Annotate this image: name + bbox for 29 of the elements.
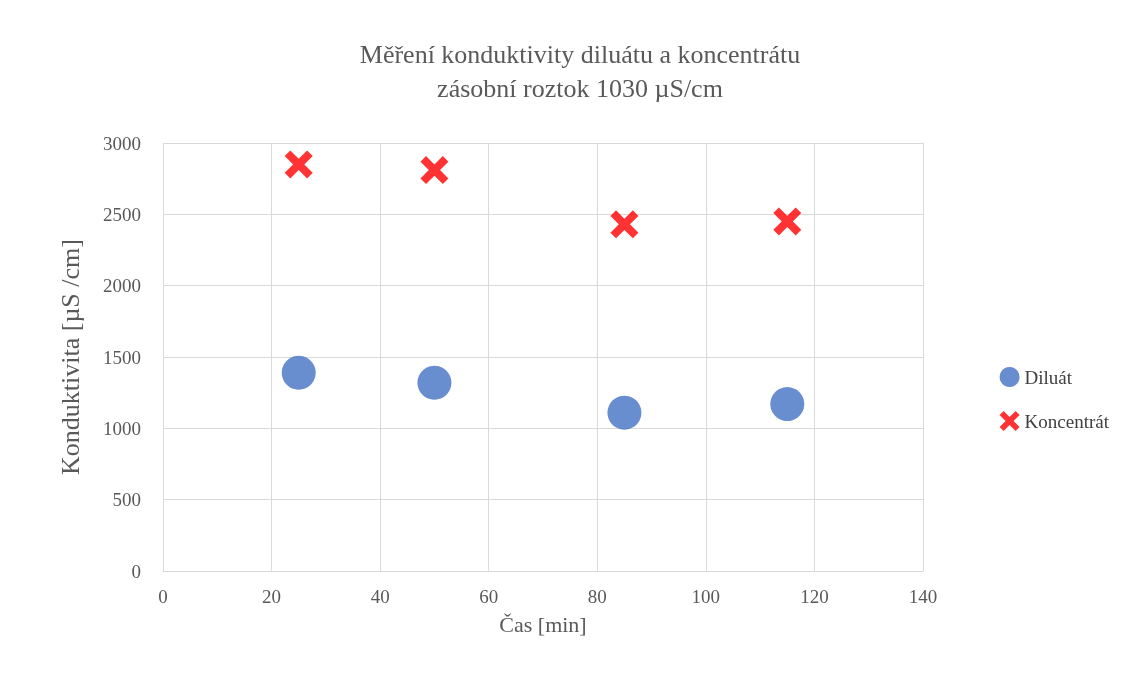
- x-tick-label: 40: [370, 586, 390, 607]
- legend-label: Koncentrát: [1024, 410, 1110, 432]
- x-tick-label: 140: [908, 586, 938, 607]
- legend-label: Diluát: [1024, 366, 1073, 388]
- x-axis-title: Čas [min]: [499, 611, 587, 637]
- y-axis-title: Konduktivita [µS /cm]: [55, 239, 85, 475]
- y-tick-label: 3000: [103, 132, 141, 154]
- y-tick-label: 0: [131, 560, 141, 582]
- point: [417, 365, 452, 400]
- x-tick-label: 20: [262, 586, 282, 607]
- y-tick-label: 2000: [103, 275, 141, 297]
- point: [773, 207, 802, 236]
- chart-title: Měření konduktivity diluátu a koncentrátu: [359, 39, 801, 69]
- point: [420, 156, 449, 185]
- x-tick-label: 80: [587, 586, 607, 607]
- chart-subtitle: zásobní roztok 1030 µS/cm: [437, 73, 723, 103]
- x-tick-label: 120: [800, 586, 829, 607]
- x-tick-label: 100: [691, 586, 721, 607]
- point: [281, 355, 316, 390]
- point: [610, 210, 639, 239]
- point: [770, 387, 805, 422]
- y-tick-label: 1000: [103, 417, 141, 439]
- point: [607, 395, 642, 430]
- x-tick-label: 60: [479, 586, 499, 607]
- y-tick-label: 500: [112, 489, 141, 511]
- point: [284, 150, 313, 179]
- x-tick-label: 0: [158, 586, 168, 607]
- y-tick-label: 2500: [103, 203, 141, 225]
- y-tick-label: 1500: [103, 346, 141, 368]
